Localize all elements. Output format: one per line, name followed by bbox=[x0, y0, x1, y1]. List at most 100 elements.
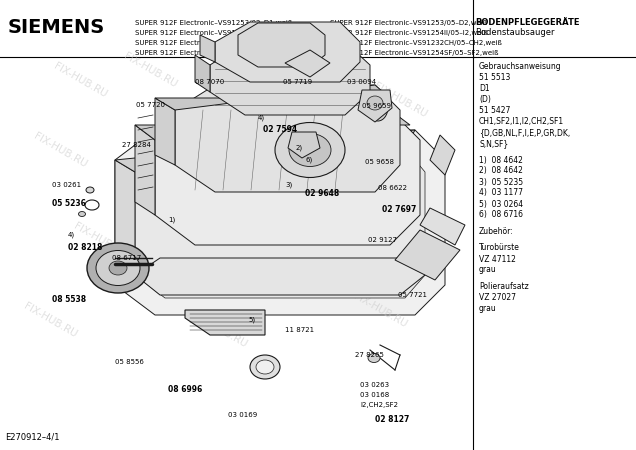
Text: SUPER 912F Electronic–VS91232CH/02–CH1,weiß: SUPER 912F Electronic–VS91232CH/02–CH1,w… bbox=[135, 30, 307, 36]
Text: SUPER 912F Electronic–VS91253/05–D2,weiß: SUPER 912F Electronic–VS91253/05–D2,weiß bbox=[330, 20, 487, 26]
Ellipse shape bbox=[367, 96, 383, 110]
Text: 4): 4) bbox=[258, 115, 265, 121]
Polygon shape bbox=[420, 208, 465, 245]
Text: FIX-HUB.RU: FIX-HUB.RU bbox=[352, 291, 408, 329]
Text: 1): 1) bbox=[168, 217, 176, 223]
Text: 05 7721: 05 7721 bbox=[398, 292, 427, 298]
Text: 27 8265: 27 8265 bbox=[355, 352, 384, 358]
Polygon shape bbox=[430, 135, 455, 175]
Text: FIX-HUB.RU: FIX-HUB.RU bbox=[52, 61, 108, 99]
Text: FIX-HUB.RU: FIX-HUB.RU bbox=[371, 81, 428, 119]
Text: SUPER 912F Electronic–VS91254SF/02–SF1,weiß: SUPER 912F Electronic–VS91254SF/02–SF1,w… bbox=[135, 40, 303, 46]
Text: FIX-HUB.RU: FIX-HUB.RU bbox=[32, 131, 88, 169]
Ellipse shape bbox=[78, 212, 85, 216]
Text: 03 0261: 03 0261 bbox=[52, 182, 81, 188]
Text: 03 0263: 03 0263 bbox=[360, 382, 389, 388]
Text: FIX-HUB.RU: FIX-HUB.RU bbox=[162, 171, 218, 209]
Text: SUPER 912F Electronic–VS91253/02–D1,weiß: SUPER 912F Electronic–VS91253/02–D1,weiß bbox=[135, 20, 293, 26]
Text: 4): 4) bbox=[68, 232, 75, 238]
Text: 6): 6) bbox=[305, 157, 312, 163]
Text: CH1,SF2,I1,I2,CH2,SF1: CH1,SF2,I1,I2,CH2,SF1 bbox=[479, 117, 564, 126]
Text: 51 5513: 51 5513 bbox=[479, 73, 510, 82]
Polygon shape bbox=[155, 110, 420, 245]
Text: FIX-HUB.RU: FIX-HUB.RU bbox=[342, 171, 398, 209]
Text: 2)  08 4642: 2) 08 4642 bbox=[479, 166, 523, 176]
Ellipse shape bbox=[86, 187, 94, 193]
Text: E270912–4/1: E270912–4/1 bbox=[5, 433, 60, 442]
Ellipse shape bbox=[368, 93, 388, 121]
Ellipse shape bbox=[250, 355, 280, 379]
Text: 05 7720: 05 7720 bbox=[136, 102, 165, 108]
Ellipse shape bbox=[256, 360, 274, 374]
Text: SUPER 912F Electronic–VS91232CH/05–CH2,weiß: SUPER 912F Electronic–VS91232CH/05–CH2,w… bbox=[330, 40, 502, 46]
Text: {D,GB,NL,F,I,E,P,GR,DK,: {D,GB,NL,F,I,E,P,GR,DK, bbox=[479, 128, 570, 137]
Text: 05 8556: 05 8556 bbox=[115, 359, 144, 365]
Text: Zubehör:: Zubehör: bbox=[479, 227, 514, 236]
Text: FIX-HUB.RU: FIX-HUB.RU bbox=[292, 141, 349, 179]
Polygon shape bbox=[135, 110, 410, 140]
Text: 27 8284: 27 8284 bbox=[122, 142, 151, 148]
Ellipse shape bbox=[96, 251, 140, 285]
Ellipse shape bbox=[275, 122, 345, 177]
Text: 5)  03 0264: 5) 03 0264 bbox=[479, 199, 523, 208]
Text: SIEMENS: SIEMENS bbox=[8, 18, 105, 37]
Text: FIX-HUB.RU: FIX-HUB.RU bbox=[191, 311, 248, 349]
Polygon shape bbox=[238, 23, 325, 67]
Ellipse shape bbox=[87, 243, 149, 293]
Text: 3): 3) bbox=[285, 182, 293, 188]
Polygon shape bbox=[115, 130, 445, 315]
Text: S,N,SF}: S,N,SF} bbox=[479, 139, 508, 148]
Text: 6)  08 6716: 6) 08 6716 bbox=[479, 211, 523, 220]
Text: FIX-HUB.RU: FIX-HUB.RU bbox=[72, 221, 128, 259]
Polygon shape bbox=[175, 85, 400, 192]
Polygon shape bbox=[215, 22, 360, 82]
Text: FIX-HUB.RU: FIX-HUB.RU bbox=[121, 51, 178, 89]
Polygon shape bbox=[200, 35, 215, 62]
Text: FIX-HUB.RU: FIX-HUB.RU bbox=[212, 251, 268, 289]
Text: SUPER 912F Electronic–VS91254SF/05–SF2,weiß: SUPER 912F Electronic–VS91254SF/05–SF2,w… bbox=[330, 50, 499, 56]
Polygon shape bbox=[155, 85, 390, 110]
Text: VZ 27027: VZ 27027 bbox=[479, 293, 516, 302]
Text: 03 0168: 03 0168 bbox=[360, 392, 389, 398]
Text: 5): 5) bbox=[248, 317, 255, 323]
Text: 08 6996: 08 6996 bbox=[168, 386, 202, 395]
Text: 02 8127: 02 8127 bbox=[375, 415, 410, 424]
Text: VZ 47112: VZ 47112 bbox=[479, 255, 516, 264]
Polygon shape bbox=[285, 50, 330, 77]
Text: Turobürste: Turobürste bbox=[479, 243, 520, 252]
Text: 3)  05 5235: 3) 05 5235 bbox=[479, 177, 523, 186]
Text: 02 7697: 02 7697 bbox=[382, 206, 417, 215]
Ellipse shape bbox=[109, 261, 127, 275]
Text: 08 5538: 08 5538 bbox=[52, 296, 86, 305]
Polygon shape bbox=[288, 132, 320, 158]
Text: grau: grau bbox=[479, 266, 497, 274]
Text: FIX-HUB.RU: FIX-HUB.RU bbox=[301, 201, 358, 239]
Text: 05 9659: 05 9659 bbox=[362, 103, 391, 109]
Text: 4)  03 1177: 4) 03 1177 bbox=[479, 189, 523, 198]
Text: 02 9127: 02 9127 bbox=[368, 237, 397, 243]
Text: BODENPFLEGEGERÄTE: BODENPFLEGEGERÄTE bbox=[475, 18, 579, 27]
Text: 05 9658: 05 9658 bbox=[365, 159, 394, 165]
Polygon shape bbox=[115, 130, 415, 172]
Text: 02 8218: 02 8218 bbox=[68, 243, 102, 252]
Text: 05 5236: 05 5236 bbox=[52, 199, 86, 208]
Polygon shape bbox=[195, 55, 210, 92]
Polygon shape bbox=[135, 148, 425, 298]
Polygon shape bbox=[155, 98, 175, 165]
Text: FIX-HUB.RU: FIX-HUB.RU bbox=[172, 101, 228, 139]
Text: 03 0094: 03 0094 bbox=[347, 79, 376, 85]
Text: FIX-HUB.RU: FIX-HUB.RU bbox=[261, 61, 319, 99]
Text: FIX-HUB.RU: FIX-HUB.RU bbox=[22, 301, 78, 339]
Polygon shape bbox=[358, 90, 392, 122]
Polygon shape bbox=[135, 125, 155, 215]
Polygon shape bbox=[135, 258, 425, 295]
Text: Polieraufsatz: Polieraufsatz bbox=[479, 282, 529, 291]
Text: Gebrauchsanweisung: Gebrauchsanweisung bbox=[479, 62, 562, 71]
Text: 51 5427: 51 5427 bbox=[479, 106, 510, 115]
Text: 1)  08 4642: 1) 08 4642 bbox=[479, 156, 523, 165]
Text: SUPER 912F Electronic–VS91254II/05–I2,weiß: SUPER 912F Electronic–VS91254II/05–I2,we… bbox=[330, 30, 488, 36]
Text: 02 7594: 02 7594 bbox=[263, 126, 297, 135]
Text: Bodenstaubsauger: Bodenstaubsauger bbox=[475, 28, 555, 37]
Polygon shape bbox=[185, 310, 265, 335]
Text: 05 7719: 05 7719 bbox=[283, 79, 312, 85]
